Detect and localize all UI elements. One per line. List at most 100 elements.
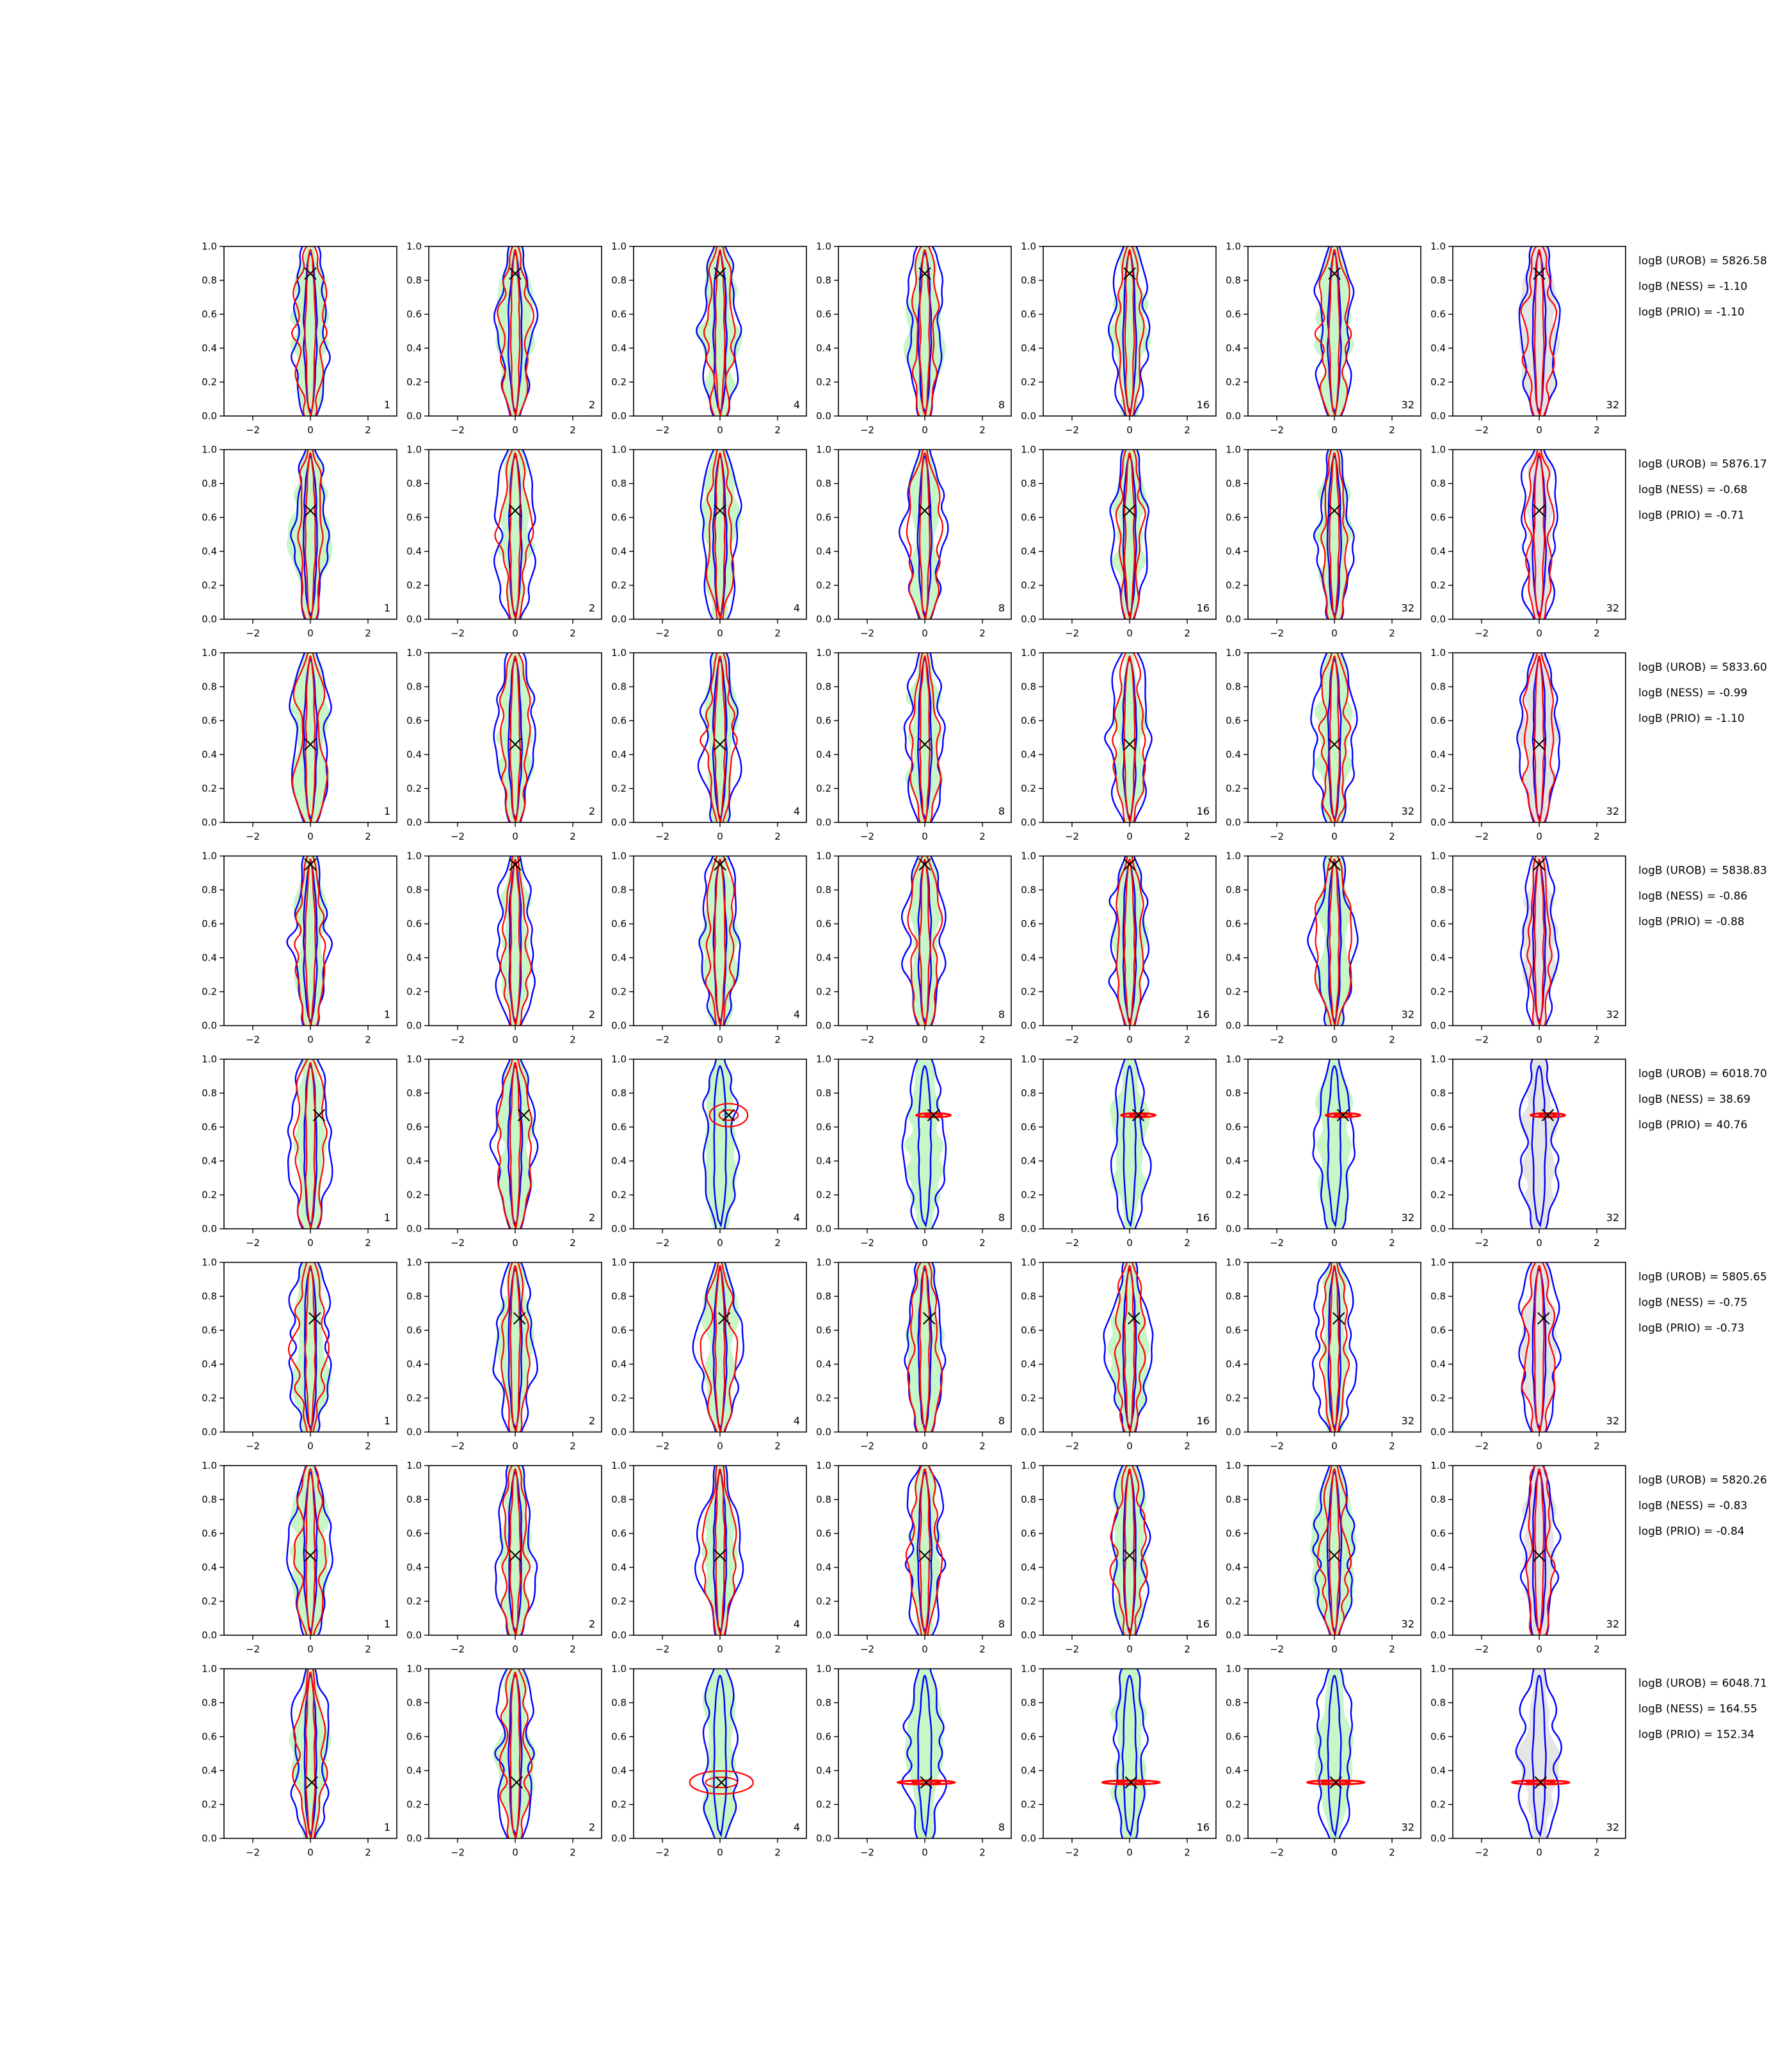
panel-index-label: 32 xyxy=(1402,1821,1414,1834)
y-tick-label: 0.0 xyxy=(1021,1427,1036,1438)
y-tick-label: 0.4 xyxy=(1430,749,1446,760)
panel-r2-c6: −2 0 2 0.0 0.2 0.4 0.6 0.8 1.0 32 xyxy=(1226,444,1421,639)
y-tick-label: 0.2 xyxy=(816,580,831,591)
x-tick-label: 0 xyxy=(1331,831,1338,842)
x-tick-label: 2 xyxy=(979,424,986,436)
row-6-bayes-factors: logB (UROB) = 5805.65 logB (NESS) = -0.75… xyxy=(1638,1271,1767,1335)
y-tick-label: 0.2 xyxy=(1021,1393,1036,1404)
red-contour-inner xyxy=(1123,1265,1135,1432)
x-tick-label: 0 xyxy=(922,1441,928,1452)
x-tick-label: 0 xyxy=(717,1847,723,1859)
density-fill xyxy=(908,449,941,620)
y-tick-label: 0.0 xyxy=(816,1020,831,1032)
panel-index-label: 4 xyxy=(794,805,800,817)
y-tick-label: 0.2 xyxy=(1430,1393,1446,1404)
panel-plot-area xyxy=(287,449,333,620)
panel-r3-c7: −2 0 2 0.0 0.2 0.4 0.6 0.8 1.0 32 xyxy=(1430,647,1626,842)
density-fill xyxy=(699,856,740,1026)
red-contour-outer xyxy=(700,653,738,822)
x-tick-label: 0 xyxy=(307,831,314,842)
y-tick-label: 0.0 xyxy=(202,1223,217,1235)
panel-index-label: 32 xyxy=(1606,399,1619,411)
red-contour-outer xyxy=(291,246,328,416)
true-value-marker xyxy=(1124,1776,1137,1789)
y-tick-label: 0.8 xyxy=(1021,1087,1036,1099)
bayes-factor-label: logB (UROB) = 5838.83 xyxy=(1638,865,1767,877)
y-tick-label: 0.4 xyxy=(611,342,627,354)
panel-plot-area xyxy=(1310,653,1358,822)
y-tick-label: 1.0 xyxy=(202,1460,217,1471)
y-tick-label: 0.8 xyxy=(1226,1494,1241,1505)
x-tick-label: 2 xyxy=(1184,1441,1190,1452)
true-value-marker xyxy=(517,1108,531,1122)
density-fill xyxy=(495,246,535,416)
red-contour-outer xyxy=(1318,653,1352,822)
y-tick-label: 0.8 xyxy=(202,1697,217,1709)
x-tick-label: 0 xyxy=(1126,628,1133,639)
red-contour-outer xyxy=(500,856,532,1026)
density-fill xyxy=(1313,246,1354,416)
blue-contour-outer xyxy=(494,1668,535,1839)
y-tick-label: 0.2 xyxy=(611,1189,627,1201)
y-tick-label: 0.4 xyxy=(1430,1765,1446,1777)
panel-r1-c1: −2 0 2 0.0 0.2 0.4 0.6 0.8 1.0 1 xyxy=(202,241,397,436)
x-tick-label: 2 xyxy=(1594,1847,1600,1859)
x-tick-label: 0 xyxy=(512,1034,518,1046)
y-tick-label: 0.4 xyxy=(611,749,627,760)
y-tick-label: 0.8 xyxy=(816,275,831,286)
x-tick-label: 2 xyxy=(1594,628,1600,639)
y-tick-label: 1.0 xyxy=(406,444,422,456)
red-contour-inner xyxy=(918,452,931,620)
true-value-marker xyxy=(918,504,931,517)
panel-r7-c5: −2 0 2 0.0 0.2 0.4 0.6 0.8 1.0 16 xyxy=(1021,1460,1217,1655)
density-fill xyxy=(1110,1668,1148,1839)
bayes-factor-label: logB (NESS) = -0.86 xyxy=(1638,890,1747,903)
true-value-marker xyxy=(305,1776,318,1789)
density-fill xyxy=(907,1466,943,1635)
x-tick-label: −2 xyxy=(1065,1644,1079,1655)
blue-contour-outer xyxy=(698,856,741,1026)
panel-r7-c7: −2 0 2 0.0 0.2 0.4 0.6 0.8 1.0 32 xyxy=(1430,1460,1626,1655)
y-tick-label: 0.2 xyxy=(1226,783,1241,794)
y-tick-label: 0.2 xyxy=(406,580,422,591)
blue-contour-inner xyxy=(1327,1065,1342,1228)
panel-r5-c2: −2 0 2 0.0 0.2 0.4 0.6 0.8 1.0 2 xyxy=(406,1053,602,1249)
panel-r6-c7: −2 0 2 0.0 0.2 0.4 0.6 0.8 1.0 32 xyxy=(1430,1257,1626,1452)
y-tick-label: 1.0 xyxy=(816,444,831,456)
true-value-marker xyxy=(1123,267,1136,280)
y-tick-label: 0.4 xyxy=(1430,1155,1446,1167)
y-tick-label: 0.8 xyxy=(611,884,627,896)
blue-contour-outer xyxy=(291,246,331,416)
y-tick-label: 1.0 xyxy=(1021,241,1036,252)
blue-contour-outer xyxy=(495,856,536,1026)
x-tick-label: 2 xyxy=(1184,424,1190,436)
y-tick-label: 0.4 xyxy=(202,1562,217,1573)
red-contour-inner xyxy=(1123,655,1136,822)
density-fill xyxy=(1109,1059,1150,1229)
y-tick-label: 0.0 xyxy=(406,410,422,422)
red-contour-outer xyxy=(497,246,534,416)
blue-contour-outer xyxy=(290,1668,330,1839)
true-value-marker xyxy=(1329,1776,1342,1789)
x-tick-label: 2 xyxy=(979,831,986,842)
y-tick-label: 0.6 xyxy=(1430,1731,1446,1743)
y-tick-label: 0.2 xyxy=(611,1799,627,1811)
y-tick-label: 0.8 xyxy=(611,1291,627,1302)
true-value-marker xyxy=(1128,1312,1140,1325)
red-contour-inner xyxy=(509,858,522,1026)
x-tick-label: 2 xyxy=(774,424,781,436)
y-tick-label: 0.6 xyxy=(1226,715,1241,726)
red-contour-inner xyxy=(1534,1468,1545,1635)
y-tick-label: 1.0 xyxy=(202,1257,217,1268)
red-contour-inner xyxy=(1124,1468,1135,1635)
y-tick-label: 1.0 xyxy=(611,1460,627,1471)
x-tick-label: 2 xyxy=(365,1034,371,1046)
y-tick-label: 1.0 xyxy=(611,444,627,456)
y-tick-label: 0.0 xyxy=(406,614,422,625)
density-fill xyxy=(495,1059,536,1229)
y-tick-label: 0.8 xyxy=(1430,478,1446,490)
y-tick-label: 0.2 xyxy=(816,1393,831,1404)
density-fill xyxy=(1313,449,1354,620)
y-tick-label: 0.0 xyxy=(816,614,831,625)
density-fill xyxy=(1110,856,1149,1026)
